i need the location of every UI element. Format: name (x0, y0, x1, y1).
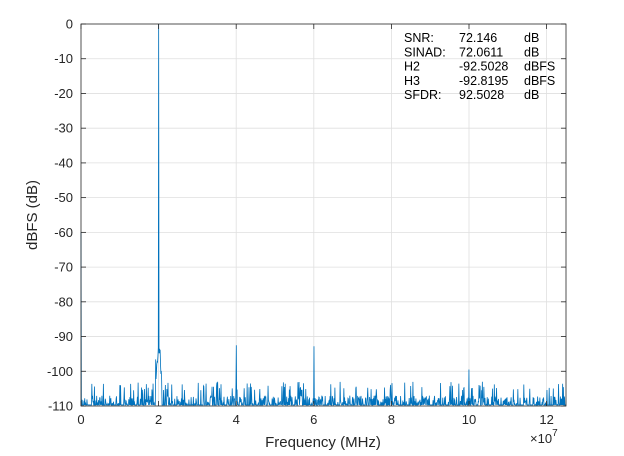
annotation-value: 72.0611 (459, 45, 503, 59)
y-tick-label: 0 (66, 17, 73, 32)
plot-frame (80, 23, 567, 407)
y-axis-label: dBFS (dB) (24, 180, 41, 250)
spectrum-trace (80, 23, 566, 407)
x-tick-label: 2 (155, 412, 162, 427)
x-exponent-power: 7 (552, 428, 558, 439)
spectrum-line (80, 23, 566, 407)
x-axis-label: Frequency (MHz) (265, 434, 381, 451)
y-tick-label: -50 (54, 190, 73, 205)
y-axis-ticks: 0 -10 -20 -30 -40 -50 -60 -70 -80 -90 -100 -110 (47, 17, 566, 414)
annotation-value: 92.5028 (459, 88, 504, 102)
y-tick-label: -40 (54, 155, 73, 170)
x-tick-label: 12 (539, 412, 553, 427)
annotation-unit: dB (524, 31, 539, 45)
x-tick-label: 10 (462, 412, 476, 427)
x-tick-label: 0 (77, 412, 84, 427)
annotation-value: 72.146 (459, 31, 497, 45)
y-tick-label: -100 (47, 364, 73, 379)
annotation-label: H2 (404, 60, 420, 74)
y-tick-label: -80 (54, 294, 73, 309)
x-tick-label: 6 (310, 412, 317, 427)
metrics-annotation: SNR: 72.146 dB SINAD: 72.0611 dB H2 -92.5028 dBF… (404, 31, 555, 102)
plot-area (81, 24, 566, 406)
x-exponent-base: ×10 (530, 431, 552, 446)
y-tick-label: -10 (54, 51, 73, 66)
annotation-value: -92.5028 (459, 60, 508, 74)
x-tick-label: 4 (233, 412, 240, 427)
y-tick-label: -20 (54, 86, 73, 101)
annotation-label: H3 (404, 74, 420, 88)
y-tick-label: -60 (54, 225, 73, 240)
x-axis-ticks: 0 2 4 6 8 10 12 (77, 24, 554, 427)
annotation-unit: dBFS (524, 60, 555, 74)
annotation-label: SINAD: (404, 45, 446, 59)
annotation-unit: dBFS (524, 74, 555, 88)
annotation-label: SNR: (404, 31, 434, 45)
y-tick-label: -30 (54, 121, 73, 136)
annotation-unit: dB (524, 88, 539, 102)
y-tick-label: -70 (54, 260, 73, 275)
annotation-label: SFDR: (404, 88, 442, 102)
annotation-unit: dB (524, 45, 539, 59)
x-tick-label: 8 (388, 412, 395, 427)
annotation-value: -92.8195 (459, 74, 508, 88)
grid-lines (81, 24, 566, 406)
x-exponent-label: ×107 (530, 428, 558, 446)
y-tick-label: -110 (48, 399, 73, 414)
y-tick-label: -90 (54, 329, 73, 344)
